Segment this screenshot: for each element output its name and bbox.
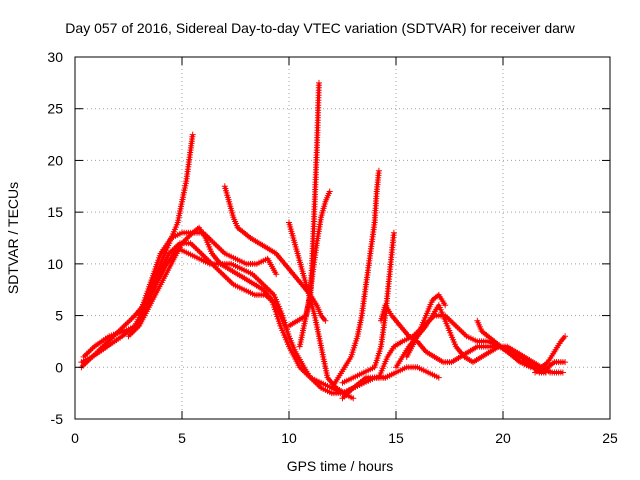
x-tick-label: 5 (178, 430, 186, 446)
x-tick-label: 0 (71, 430, 79, 446)
series-track-15 (403, 291, 449, 360)
y-tick-label: 5 (55, 308, 63, 324)
series-markers (221, 183, 329, 324)
series-track-18 (538, 359, 569, 376)
series-track-6 (221, 183, 329, 324)
y-tick-label: -5 (51, 411, 64, 427)
y-tick-label: 20 (47, 152, 63, 168)
series-markers (328, 167, 382, 391)
series-track-4 (125, 224, 357, 402)
series-markers (296, 188, 333, 350)
series-markers (136, 229, 280, 319)
series-track-9 (296, 188, 333, 350)
y-tick-label: 10 (47, 256, 63, 272)
y-axis-label: SDTVAR / TECUs (5, 182, 21, 294)
y-tick-label: 25 (47, 101, 63, 117)
x-axis-label: GPS time / hours (287, 458, 394, 474)
tick-layer: 0 5 10 15 20 25 -5 0 5 10 15 20 25 30 (47, 49, 618, 446)
series-track-17 (532, 333, 569, 376)
plot-frame (74, 56, 611, 420)
series-markers (403, 291, 449, 360)
y-tick-label: 30 (47, 49, 63, 65)
series-markers (532, 333, 569, 376)
series-track-5 (136, 229, 280, 319)
y-tick-label: 0 (55, 359, 63, 375)
series-markers (125, 224, 357, 402)
x-tick-label: 25 (602, 430, 618, 446)
x-tick-label: 10 (281, 430, 297, 446)
chart-title: Day 057 of 2016, Sidereal Day-to-day VTE… (65, 20, 575, 36)
y-tick-label: 15 (47, 204, 63, 220)
x-tick-label: 20 (495, 430, 511, 446)
x-tick-label: 15 (388, 430, 404, 446)
series-track-10 (328, 167, 382, 391)
data-layer (78, 79, 569, 402)
series-markers (538, 359, 569, 376)
series-track-16 (474, 317, 549, 376)
